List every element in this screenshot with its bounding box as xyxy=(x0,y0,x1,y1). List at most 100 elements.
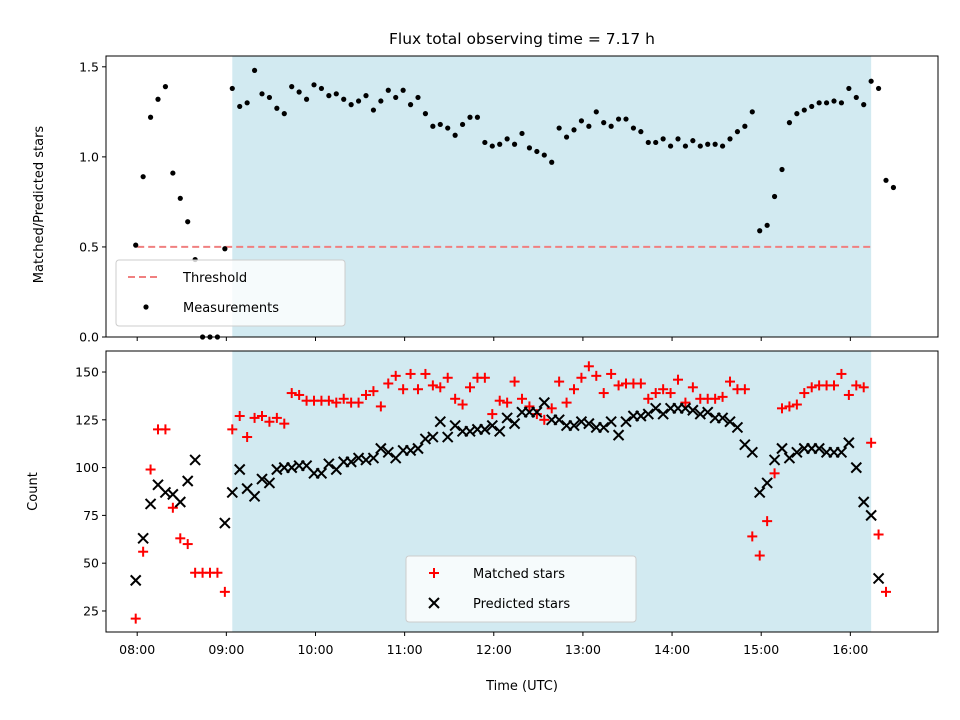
matched-star-point xyxy=(175,533,186,544)
measurement-point xyxy=(846,85,852,92)
matched-star-point xyxy=(784,401,795,412)
y-tick-label: 50 xyxy=(83,556,99,571)
measurement-point xyxy=(437,121,443,128)
x-tick-label: 09:00 xyxy=(208,642,244,657)
matched-star-point xyxy=(457,399,468,410)
measurement-point xyxy=(170,170,176,176)
measurement-point xyxy=(786,120,793,126)
measurement-point xyxy=(370,107,377,113)
matched-star-point xyxy=(509,376,520,387)
measurement-point xyxy=(147,114,154,120)
measurement-point xyxy=(549,159,555,165)
measurement-point xyxy=(742,123,748,129)
measurement-point xyxy=(244,100,250,106)
axes-frame-bottom xyxy=(105,350,939,633)
legend-predicted-label: Predicted stars xyxy=(473,597,570,612)
predicted-star-point xyxy=(174,496,186,508)
matched-star-point xyxy=(531,409,542,420)
measurement-point xyxy=(482,139,488,146)
matched-star-point xyxy=(591,370,602,381)
measurement-point xyxy=(608,123,614,129)
measurement-point xyxy=(326,93,332,99)
matched-star-point xyxy=(643,393,654,404)
measurement-point xyxy=(675,136,681,142)
predicted-star-point xyxy=(605,416,617,428)
measurement-point xyxy=(875,85,882,92)
matched-star-point xyxy=(279,418,290,429)
measurement-point xyxy=(155,96,161,102)
predicted-star-point xyxy=(449,419,461,432)
measurement-point xyxy=(578,118,585,124)
matched-star-point xyxy=(450,393,461,404)
measurement-point xyxy=(445,125,451,131)
matched-star-point xyxy=(791,399,802,410)
matched-star-point xyxy=(338,393,349,404)
matched-star-point xyxy=(479,372,490,383)
matched-star-point xyxy=(427,380,438,391)
matched-star-point xyxy=(212,567,223,578)
y-tick-label: 75 xyxy=(83,508,99,523)
matched-star-point xyxy=(806,382,817,393)
predicted-star-point xyxy=(716,412,729,424)
measurement-point xyxy=(511,141,518,147)
matched-star-point xyxy=(167,502,178,513)
measurement-point xyxy=(363,93,369,99)
x-tick-label: 16:00 xyxy=(832,642,868,657)
measurement-point xyxy=(311,82,317,88)
measurement-point xyxy=(697,143,703,149)
predicted-star-point xyxy=(538,396,550,409)
x-tick-label: 14:00 xyxy=(654,642,690,657)
predicted-star-point xyxy=(835,446,848,459)
predicted-star-point xyxy=(813,442,825,455)
measurement-point xyxy=(601,120,607,126)
matched-star-point xyxy=(145,464,156,475)
predicted-star-point xyxy=(427,431,439,443)
predicted-star-point xyxy=(367,452,380,464)
y-axis-label-top: Matched/Predicted stars xyxy=(32,126,47,284)
matched-star-point xyxy=(390,370,401,381)
y-ticks-top: 0.0 0.5 1.0 1.5 xyxy=(79,59,106,345)
matched-star-point xyxy=(613,380,624,391)
predicted-star-point xyxy=(323,458,335,470)
matched-star-point xyxy=(219,586,230,597)
matched-star-point xyxy=(873,529,884,540)
matched-star-point xyxy=(331,397,342,408)
predicted-star-point xyxy=(791,446,803,459)
matched-star-point xyxy=(257,410,267,421)
legend-measurements-label: Measurements xyxy=(183,301,279,316)
measurement-point xyxy=(727,136,733,142)
measurement-points xyxy=(133,67,897,340)
measurement-point xyxy=(422,111,429,117)
matched-star-point xyxy=(673,374,683,385)
matched-star-point xyxy=(234,410,245,421)
predicted-star-point xyxy=(501,412,513,424)
matched-star-point xyxy=(747,531,758,542)
matched-star-point xyxy=(866,437,877,448)
matched-star-point xyxy=(361,389,371,400)
predicted-star-point xyxy=(159,486,172,499)
legend-top: Threshold Measurements xyxy=(115,259,346,327)
predicted-star-point xyxy=(872,572,885,585)
measurement-point xyxy=(467,114,473,120)
predicted-star-point xyxy=(642,408,654,420)
matched-star-point xyxy=(138,546,149,557)
matched-star-point xyxy=(554,376,565,387)
measurement-point xyxy=(838,100,845,106)
predicted-star-point xyxy=(850,461,862,474)
legend-box-bottom xyxy=(405,555,637,623)
measurement-point xyxy=(385,87,391,93)
predicted-star-point xyxy=(612,429,625,441)
y-tick-label: 0.0 xyxy=(79,330,99,345)
measurement-point xyxy=(831,98,837,104)
predicted-star-point xyxy=(412,442,424,455)
predicted-star-point xyxy=(702,406,714,418)
matched-star-point xyxy=(435,382,446,393)
measurement-point xyxy=(779,166,785,173)
measurement-point xyxy=(653,139,659,146)
measurement-point xyxy=(563,134,570,140)
predicted-star-point xyxy=(219,517,231,529)
y-tick-label: 125 xyxy=(75,412,99,427)
matched-star-point xyxy=(851,380,862,391)
measurement-point xyxy=(274,105,280,111)
